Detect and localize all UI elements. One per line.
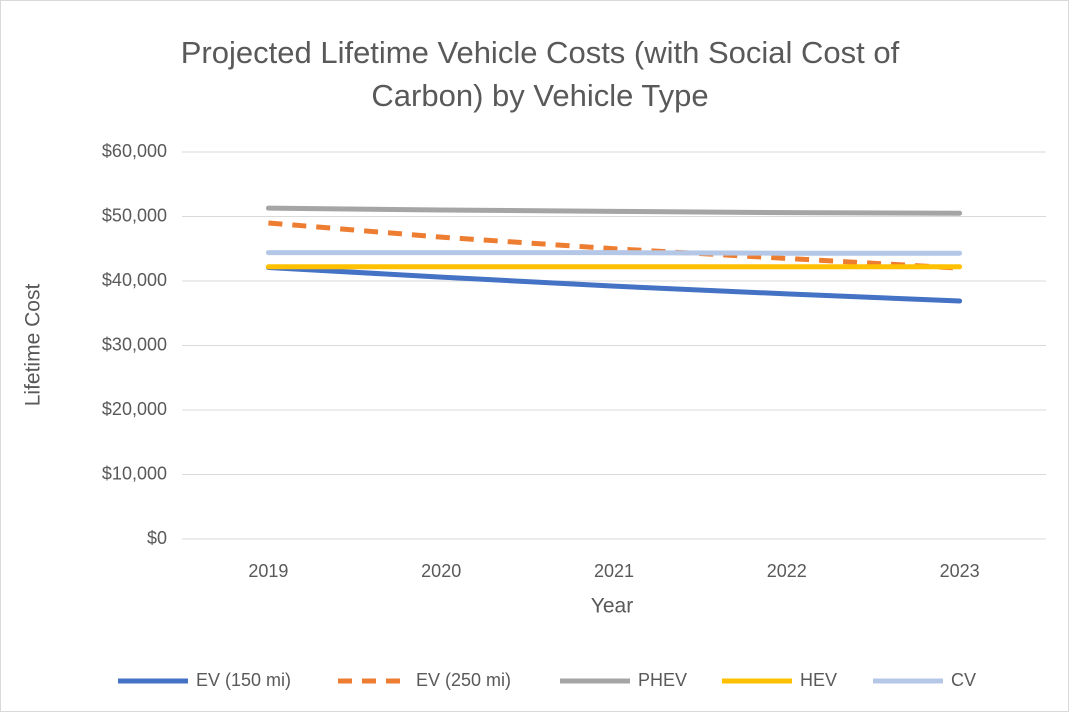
y-tick-label: $50,000 bbox=[102, 205, 167, 225]
series-line bbox=[265, 250, 963, 256]
legend-label: EV (150 mi) bbox=[196, 670, 291, 690]
x-axis-title: Year bbox=[591, 595, 633, 618]
x-tick-label: 2023 bbox=[940, 561, 980, 581]
legend-label: HEV bbox=[800, 670, 837, 690]
legend-label: PHEV bbox=[638, 670, 687, 690]
x-tick-label: 2021 bbox=[594, 561, 634, 581]
chart-title: Carbon) by Vehicle Type bbox=[371, 78, 708, 113]
y-tick-label: $30,000 bbox=[102, 334, 167, 354]
y-tick-label: $0 bbox=[147, 528, 167, 548]
y-axis-title: Lifetime Cost bbox=[22, 284, 45, 407]
y-tick-label: $10,000 bbox=[102, 463, 167, 483]
x-tick-label: 2020 bbox=[421, 561, 461, 581]
y-tick-label: $40,000 bbox=[102, 270, 167, 290]
chart-title: Projected Lifetime Vehicle Costs (with S… bbox=[181, 35, 900, 70]
y-tick-label: $60,000 bbox=[102, 141, 167, 161]
series-line bbox=[265, 205, 963, 216]
series-line bbox=[265, 264, 963, 304]
x-tick-label: 2019 bbox=[248, 561, 288, 581]
legend-label: CV bbox=[951, 670, 976, 690]
legend-label: EV (250 mi) bbox=[416, 670, 511, 690]
y-tick-label: $20,000 bbox=[102, 399, 167, 419]
series-line bbox=[268, 220, 960, 271]
x-tick-label: 2022 bbox=[767, 561, 807, 581]
